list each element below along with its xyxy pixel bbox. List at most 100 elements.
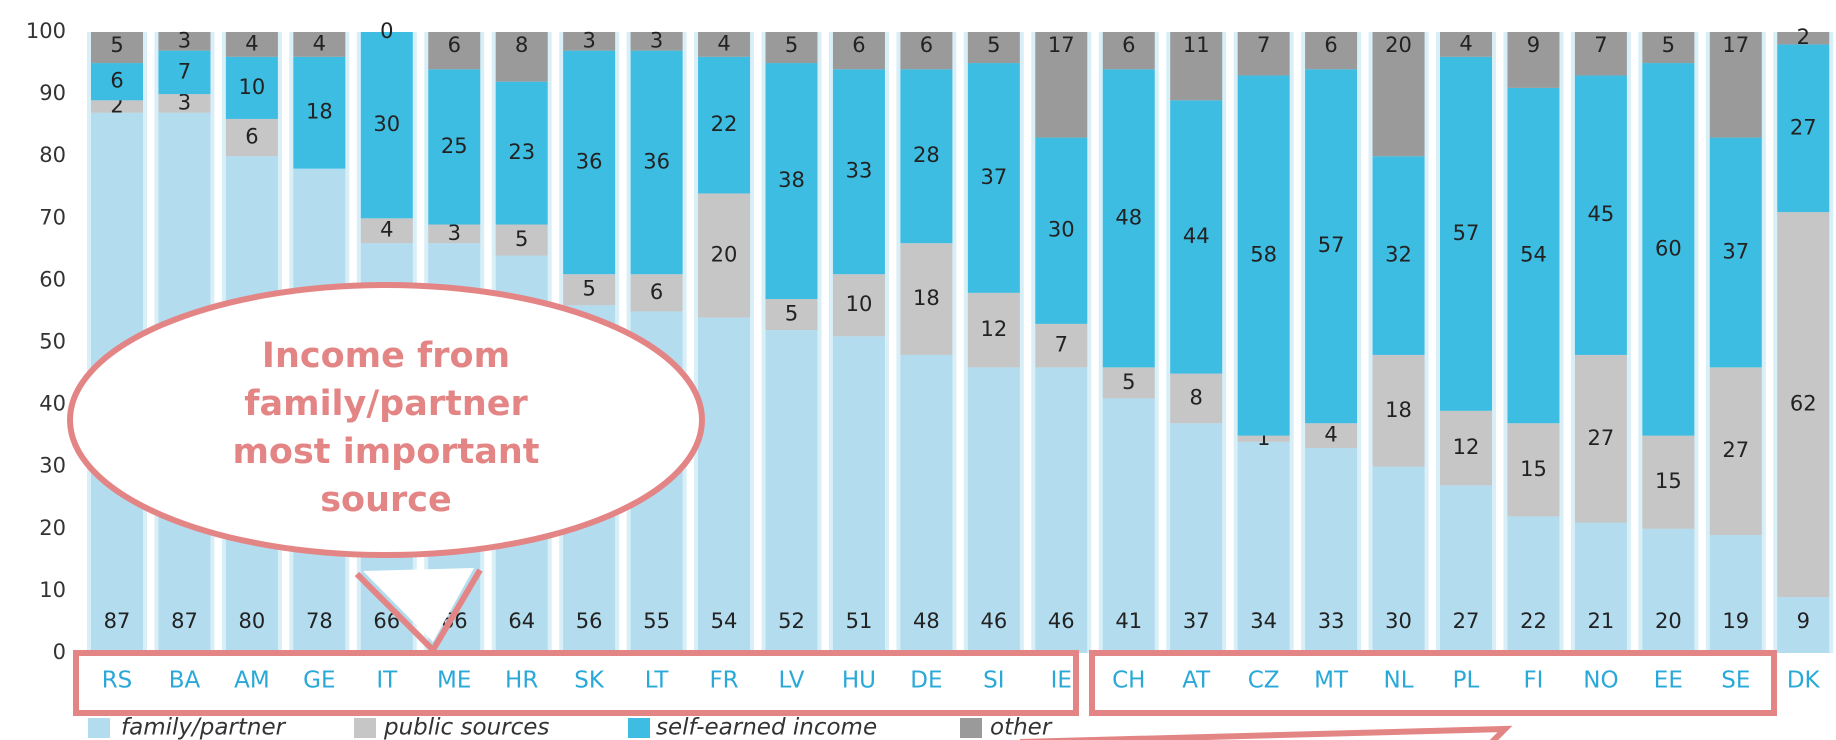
callout-ellipse: [67, 282, 705, 558]
value-label: 6: [245, 125, 258, 149]
value-label: 17: [1048, 33, 1075, 57]
bar-segment: [765, 330, 818, 653]
value-label: 60: [1655, 236, 1682, 260]
bar-segment: [91, 63, 143, 101]
value-label: 4: [1459, 31, 1472, 55]
value-label: 21: [1588, 609, 1615, 633]
value-label: 6: [920, 33, 933, 57]
bar-segment: [428, 32, 481, 70]
value-label: 78: [306, 609, 333, 633]
bar-segment: [495, 224, 548, 256]
value-label: 5: [987, 33, 1000, 57]
y-tick-label: 50: [39, 330, 66, 354]
bar-segment: [1035, 367, 1088, 653]
bar-segment: [1574, 75, 1627, 355]
value-label: 33: [1318, 609, 1345, 633]
bar-segment: [91, 100, 143, 113]
value-label: 32: [1385, 243, 1412, 267]
value-label: 5: [110, 33, 123, 57]
legend-label: other: [990, 715, 1053, 740]
x-tick-label: RS: [102, 668, 133, 694]
bar-segment: [1507, 87, 1560, 424]
value-label: 6: [110, 69, 123, 93]
value-label: 62: [1790, 392, 1817, 416]
bar-segment: [630, 274, 683, 312]
value-label: 17: [1722, 33, 1749, 57]
value-label: 20: [711, 243, 738, 267]
bar-segment: [1372, 32, 1425, 157]
x-tick-label: HU: [842, 668, 876, 694]
bar-segment: [1237, 75, 1290, 436]
value-label: 27: [1722, 438, 1749, 462]
bar-segment: [967, 292, 1020, 368]
bar-segment: [1102, 32, 1155, 70]
bar-segment: [1709, 367, 1762, 536]
bar-segment: [698, 32, 751, 57]
bar-segment: [495, 32, 548, 82]
y-tick-label: 0: [53, 640, 66, 664]
bar-segment: [1574, 522, 1627, 653]
value-label: 54: [1520, 243, 1547, 267]
bar-segment: [1035, 32, 1088, 138]
value-label: 27: [1790, 115, 1817, 139]
bar-segment: [832, 274, 885, 337]
bar-segment: [967, 63, 1020, 293]
bar-segment: [1642, 528, 1695, 653]
legend-label: public sources: [383, 715, 549, 740]
value-label: 36: [576, 149, 603, 173]
value-label: 64: [508, 609, 535, 633]
value-label: 7: [178, 59, 191, 83]
bar-segment: [495, 81, 548, 225]
value-label: 19: [1722, 609, 1749, 633]
value-label: 20: [1385, 33, 1412, 57]
x-tick-label: PL: [1453, 668, 1480, 694]
bar-segment: [1102, 69, 1155, 368]
bar-segment: [1372, 354, 1425, 467]
bar-segment: [1777, 44, 1830, 213]
bar-segment: [1777, 597, 1830, 653]
value-label: 41: [1115, 609, 1142, 633]
bar-segment: [225, 56, 278, 119]
x-tick-label: IE: [1051, 668, 1072, 694]
bar-segment: [1170, 373, 1223, 424]
legend-swatch: [88, 718, 110, 738]
bar-segment: [158, 94, 211, 113]
value-label: 0: [380, 19, 393, 43]
y-tick-label: 60: [39, 267, 66, 291]
x-tick-label: LV: [778, 668, 804, 694]
value-label: 5: [785, 33, 798, 57]
value-label: 7: [1257, 33, 1270, 57]
x-tick-label: FI: [1523, 668, 1543, 694]
bar-segment: [1372, 466, 1425, 653]
value-label: 38: [778, 168, 805, 192]
value-label: 23: [508, 140, 535, 164]
y-tick-label: 40: [39, 392, 66, 416]
bar-segment: [1777, 212, 1830, 598]
callout-tail-cover: [363, 568, 474, 642]
value-label: 9: [1527, 33, 1540, 57]
bar-segment: [158, 50, 211, 95]
bar-segment: [1642, 32, 1695, 64]
x-tick-label: MT: [1314, 668, 1349, 694]
annotation: source: [320, 480, 452, 520]
value-label: 15: [1655, 469, 1682, 493]
value-label: 6: [650, 280, 663, 304]
bar-segment: [698, 317, 751, 653]
bar-segment: [1574, 32, 1627, 76]
value-label: 36: [643, 149, 670, 173]
value-label: 20: [1655, 609, 1682, 633]
bar-segment: [900, 32, 953, 70]
value-label: 3: [448, 221, 461, 245]
value-label: 10: [846, 292, 873, 316]
bar-segment: [1709, 137, 1762, 368]
legend-label: family/partner: [121, 715, 287, 740]
x-tick-label: SE: [1721, 668, 1750, 694]
y-tick-label: 70: [39, 205, 66, 229]
bar-segment: [1507, 423, 1560, 517]
bar-segment: [1440, 410, 1492, 486]
x-tick-label: LT: [645, 668, 670, 694]
value-label: 4: [1324, 423, 1337, 447]
y-tick-label: 10: [39, 578, 66, 602]
x-tick-label: FR: [709, 668, 738, 694]
